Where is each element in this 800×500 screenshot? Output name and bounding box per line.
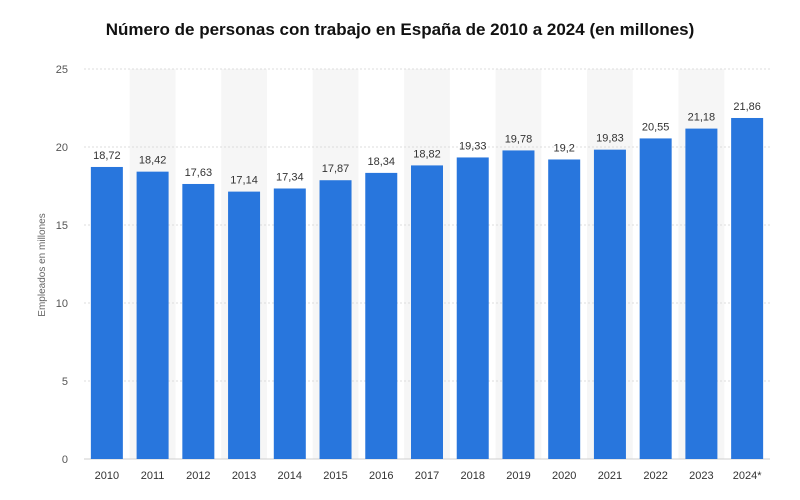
data-label: 19,2: [553, 142, 574, 154]
data-label: 21,86: [733, 101, 761, 113]
x-tick-label: 2019: [506, 470, 530, 482]
bar: [273, 188, 306, 459]
y-axis-label: Empleados en millones: [37, 213, 48, 316]
data-labels: 18,72 18,42 17,63 17,14 17,34 17,87 18,34 18,82…: [93, 101, 761, 187]
x-tick-label: 2023: [689, 470, 713, 482]
x-tick-label: 2013: [232, 470, 256, 482]
chart-title: Número de personas con trabajo en España…: [105, 20, 695, 39]
x-tick-label: 2024*: [733, 470, 762, 482]
data-label: 17,87: [322, 163, 350, 175]
x-axis-ticks: 2010 2011 2012 2013 2014 2015 2016 2017 2018 2019…: [95, 470, 763, 482]
bar: [319, 180, 352, 459]
x-tick-label: 2012: [186, 470, 210, 482]
bar: [593, 149, 626, 460]
bar: [456, 157, 489, 459]
y-tick-label: 10: [56, 298, 68, 310]
bars: [90, 117, 764, 460]
bar: [639, 138, 672, 460]
bar: [182, 183, 215, 460]
x-tick-label: 2015: [323, 470, 347, 482]
y-tick-label: 25: [56, 64, 68, 76]
bar: [548, 159, 581, 460]
x-tick-label: 2020: [552, 470, 576, 482]
data-label: 19,83: [596, 133, 624, 145]
x-tick-label: 2011: [141, 470, 165, 482]
y-tick-label: 20: [56, 142, 68, 154]
y-tick-label: 5: [62, 376, 68, 388]
data-label: 18,72: [93, 150, 121, 162]
data-label: 17,34: [276, 171, 304, 183]
x-tick-label: 2022: [643, 470, 667, 482]
bar: [502, 150, 535, 459]
bar: [685, 128, 718, 460]
data-label: 18,34: [368, 156, 396, 168]
x-tick-label: 2021: [598, 470, 622, 482]
data-label: 18,82: [413, 148, 441, 160]
bar: [90, 166, 123, 459]
bar: [365, 172, 398, 459]
data-label: 21,18: [688, 112, 716, 124]
bar: [136, 171, 169, 459]
data-label: 18,42: [139, 155, 167, 167]
x-tick-label: 2016: [369, 470, 393, 482]
data-label: 17,63: [185, 167, 213, 179]
y-tick-label: 0: [62, 454, 68, 466]
y-tick-label: 15: [56, 220, 68, 232]
y-axis-ticks: 0 5 10 15 20 25: [56, 64, 68, 466]
bar: [411, 165, 443, 459]
x-tick-label: 2010: [95, 470, 119, 482]
data-label: 19,33: [459, 140, 487, 152]
x-tick-label: 2014: [278, 470, 302, 482]
bar: [731, 117, 764, 459]
data-label: 19,78: [505, 133, 533, 145]
x-tick-label: 2017: [415, 470, 439, 482]
x-tick-label: 2018: [460, 470, 484, 482]
data-label: 20,55: [642, 121, 670, 133]
data-label: 17,14: [230, 175, 258, 187]
bar: [228, 191, 261, 459]
